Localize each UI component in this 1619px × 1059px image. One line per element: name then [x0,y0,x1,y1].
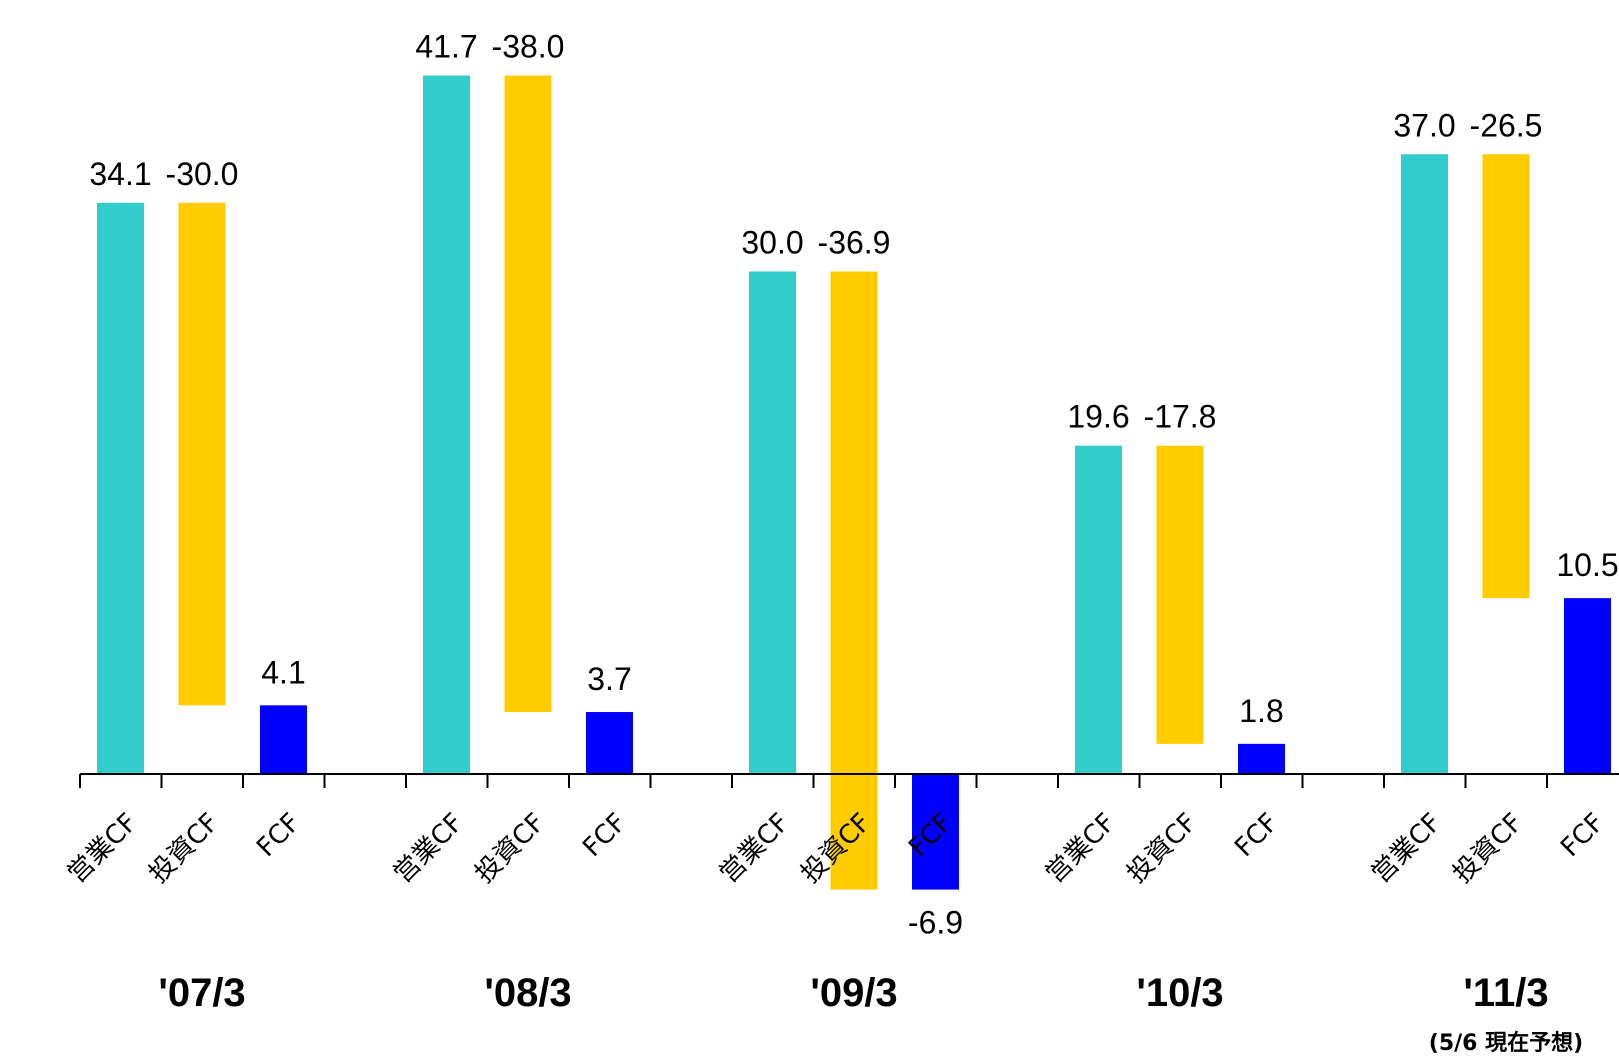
investing-cf-bar [830,271,878,890]
category-tick-label: 営業CF [1366,808,1447,889]
category-tick-label: 投資CF [1448,808,1529,889]
category-tick-label: FCF [1555,808,1610,863]
period-label: '09/3 [810,971,897,1015]
operating-cf-value-label: 34.1 [89,156,151,192]
operating-cf-bar [97,202,144,774]
fcf-bar [1238,743,1285,774]
fcf-bar [260,705,307,774]
category-tick-label: 投資CF [470,808,551,889]
forecast-note: (5/6 現在予想) [1429,1030,1583,1056]
investing-cf-value-label: -36.9 [818,225,891,261]
category-tick-label: FCF [251,808,306,863]
investing-cf-bar [178,202,226,706]
period-label: '07/3 [158,971,245,1015]
investing-cf-value-label: -30.0 [166,156,239,192]
fcf-value-label: -6.9 [908,905,963,941]
fcf-value-label: 4.1 [261,654,305,690]
fcf-bar [912,774,959,890]
operating-cf-bar [423,75,470,774]
operating-cf-value-label: 19.6 [1067,399,1129,435]
fcf-value-label: 3.7 [587,661,631,697]
investing-cf-bar [1156,445,1204,744]
operating-cf-value-label: 30.0 [741,225,803,261]
investing-cf-value-label: -38.0 [492,29,565,65]
category-tick-label: FCF [1229,808,1284,863]
fcf-bar [1564,598,1611,774]
operating-cf-bar [1075,445,1122,774]
fcf-value-label: 10.5 [1556,547,1618,583]
investing-cf-value-label: -17.8 [1144,399,1217,435]
period-label: '08/3 [484,971,571,1015]
category-tick-label: 投資CF [144,808,225,889]
category-tick-label: 営業CF [714,808,795,889]
category-tick-label: FCF [577,808,632,863]
category-tick-label: 営業CF [388,808,469,889]
investing-cf-bar [504,75,552,713]
period-label: '11/3 [1463,971,1548,1015]
category-tick-label: 営業CF [62,808,143,889]
fcf-value-label: 1.8 [1239,693,1283,729]
investing-cf-bar [1482,154,1530,599]
operating-cf-value-label: 41.7 [415,29,477,65]
fcf-bar [586,712,633,774]
operating-cf-bar [749,271,796,774]
investing-cf-value-label: -26.5 [1470,107,1543,143]
category-tick-label: 投資CF [1122,808,1203,889]
period-label: '10/3 [1136,971,1223,1015]
category-tick-label: 営業CF [1040,808,1121,889]
operating-cf-value-label: 37.0 [1393,107,1455,143]
operating-cf-bar [1401,154,1448,774]
